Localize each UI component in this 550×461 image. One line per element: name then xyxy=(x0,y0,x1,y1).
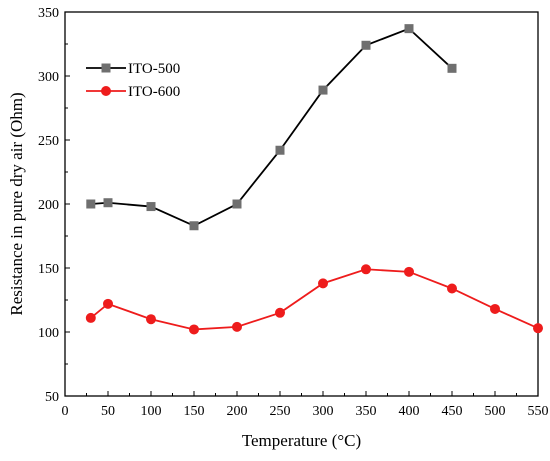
x-tick-label: 200 xyxy=(227,404,248,419)
legend-entry: ITO-500 xyxy=(86,61,180,77)
data-point xyxy=(86,199,96,209)
data-point xyxy=(275,307,285,318)
data-point xyxy=(189,324,199,335)
data-point xyxy=(85,312,96,323)
data-point xyxy=(232,321,242,332)
x-tick-label: 250 xyxy=(270,404,291,419)
series-ito-500 xyxy=(86,24,457,231)
data-point xyxy=(447,63,457,73)
y-tick-label: 300 xyxy=(38,70,59,85)
x-tick-label: 300 xyxy=(313,404,334,419)
y-tick-label: 150 xyxy=(38,262,59,277)
data-point xyxy=(404,24,414,34)
legend: ITO-500 ITO-600 xyxy=(86,61,180,100)
data-point xyxy=(361,264,371,275)
x-tick-label: 50 xyxy=(101,404,115,419)
x-tick-label: 350 xyxy=(356,404,377,419)
data-point xyxy=(275,145,285,155)
y-tick-label: 100 xyxy=(38,326,59,341)
data-point xyxy=(318,85,328,95)
x-tick-label: 450 xyxy=(442,404,463,419)
data-point xyxy=(103,198,113,208)
y-tick-label: 200 xyxy=(38,198,59,213)
axes: 0 50 100 150 200 250 300 350 400 450 500 5505010015… xyxy=(38,6,549,419)
legend-entry: ITO-600 xyxy=(86,84,180,100)
x-tick-label: 100 xyxy=(141,404,162,419)
x-tick-label: 400 xyxy=(399,404,420,419)
series-layer xyxy=(85,24,543,335)
series-line xyxy=(90,268,539,331)
data-point xyxy=(103,298,113,309)
data-point xyxy=(361,40,371,50)
data-point xyxy=(447,283,457,294)
x-tick-label: 150 xyxy=(184,404,205,419)
data-point xyxy=(533,323,543,334)
y-tick-label: 350 xyxy=(38,6,59,21)
legend-marker xyxy=(101,86,111,96)
legend-label: ITO-500 xyxy=(128,61,180,77)
series-line xyxy=(90,27,453,227)
y-tick-label: 250 xyxy=(38,134,59,149)
x-axis-label: Temperature (°C) xyxy=(242,431,361,450)
legend-label: ITO-600 xyxy=(128,84,180,100)
data-point xyxy=(146,314,156,325)
data-point xyxy=(318,278,328,289)
data-point xyxy=(189,221,199,231)
y-axis-label: Resistance in pure dry air (Ohm) xyxy=(7,92,26,315)
data-point xyxy=(146,202,156,212)
data-point xyxy=(404,266,414,277)
series-ito-600 xyxy=(85,264,543,335)
x-tick-label: 0 xyxy=(62,404,69,419)
data-point xyxy=(232,199,242,209)
x-tick-label: 500 xyxy=(485,404,506,419)
x-tick-label: 550 xyxy=(528,404,549,419)
y-tick-label: 50 xyxy=(45,390,59,405)
data-point xyxy=(490,303,500,314)
legend-marker xyxy=(101,63,111,73)
